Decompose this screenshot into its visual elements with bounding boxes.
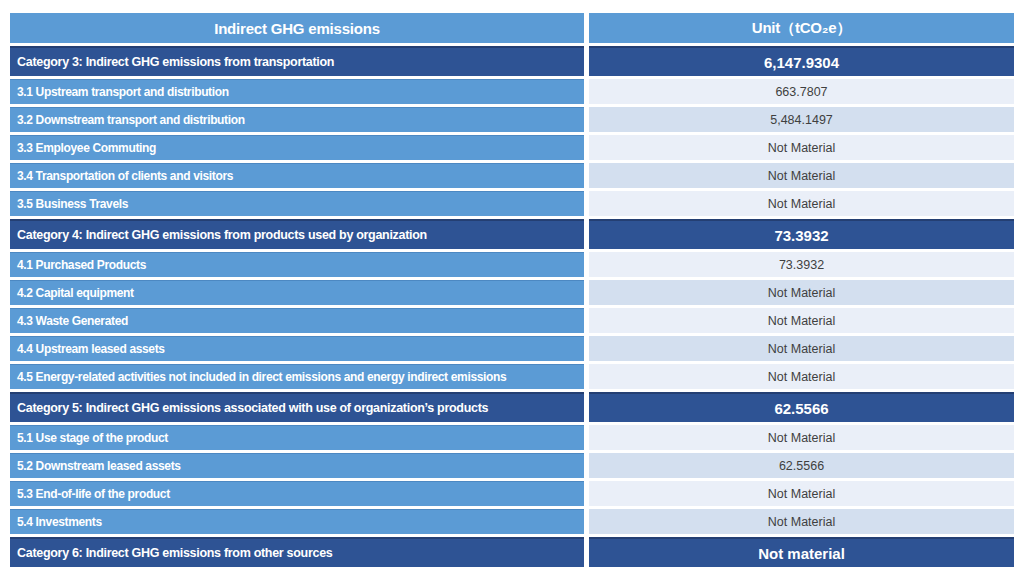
table-row-sub: 5.2 Downstream leased assets 62.5566 bbox=[10, 453, 1014, 478]
row-value: Not Material bbox=[589, 425, 1014, 450]
row-value: Not Material bbox=[589, 481, 1014, 506]
row-label: 4.4 Upstream leased assets bbox=[10, 336, 584, 361]
row-label: 5.1 Use stage of the product bbox=[10, 425, 584, 450]
table-header-unit: Unit（tCO₂e） bbox=[589, 13, 1014, 43]
row-label: 5.3 End-of-life of the product bbox=[10, 481, 584, 506]
row-label: 4.1 Purchased Products bbox=[10, 252, 584, 277]
table-row-sub: 4.2 Capital equipment Not Material bbox=[10, 280, 1014, 305]
table-row-sub: 3.2 Downstream transport and distributio… bbox=[10, 107, 1014, 132]
row-label: Category 5: Indirect GHG emissions assoc… bbox=[10, 392, 584, 422]
table-row-sub: 5.4 Investments Not Material bbox=[10, 509, 1014, 534]
row-value: Not Material bbox=[589, 308, 1014, 333]
row-label: Category 3: Indirect GHG emissions from … bbox=[10, 46, 584, 76]
row-value: 62.5566 bbox=[589, 392, 1014, 422]
row-value: Not Material bbox=[589, 509, 1014, 534]
table-row-category: Category 6: Indirect GHG emissions from … bbox=[10, 537, 1014, 567]
row-label: Category 4: Indirect GHG emissions from … bbox=[10, 219, 584, 249]
row-label: 4.2 Capital equipment bbox=[10, 280, 584, 305]
table-header-row: Indirect GHG emissions Unit（tCO₂e） bbox=[10, 13, 1014, 43]
row-label: Category 6: Indirect GHG emissions from … bbox=[10, 537, 584, 567]
table-row-sub: 3.5 Business Travels Not Material bbox=[10, 191, 1014, 216]
table-row-sub: 3.4 Transportation of clients and visito… bbox=[10, 163, 1014, 188]
table-row-sub: 4.1 Purchased Products 73.3932 bbox=[10, 252, 1014, 277]
row-value: Not Material bbox=[589, 336, 1014, 361]
row-label: 4.5 Energy-related activities not includ… bbox=[10, 364, 584, 389]
row-label: 3.3 Employee Commuting bbox=[10, 135, 584, 160]
row-value: Not Material bbox=[589, 163, 1014, 188]
table-row-sub: 4.4 Upstream leased assets Not Material bbox=[10, 336, 1014, 361]
row-value: Not Material bbox=[589, 135, 1014, 160]
row-value: 73.3932 bbox=[589, 252, 1014, 277]
row-value: 5,484.1497 bbox=[589, 107, 1014, 132]
table-row-sub: 3.3 Employee Commuting Not Material bbox=[10, 135, 1014, 160]
table-row-sub: 4.5 Energy-related activities not includ… bbox=[10, 364, 1014, 389]
row-label: 3.1 Upstream transport and distribution bbox=[10, 79, 584, 104]
row-label: 3.5 Business Travels bbox=[10, 191, 584, 216]
table-row-category: Category 4: Indirect GHG emissions from … bbox=[10, 219, 1014, 249]
table-row-sub: 5.1 Use stage of the product Not Materia… bbox=[10, 425, 1014, 450]
table-row-category: Category 5: Indirect GHG emissions assoc… bbox=[10, 392, 1014, 422]
row-value: 62.5566 bbox=[589, 453, 1014, 478]
row-label: 5.4 Investments bbox=[10, 509, 584, 534]
table-row-sub: 4.3 Waste Generated Not Material bbox=[10, 308, 1014, 333]
row-value: Not Material bbox=[589, 191, 1014, 216]
ghg-emissions-table: Indirect GHG emissions Unit（tCO₂e） Categ… bbox=[10, 13, 1014, 567]
row-label: 3.2 Downstream transport and distributio… bbox=[10, 107, 584, 132]
table-row-sub: 3.1 Upstream transport and distribution … bbox=[10, 79, 1014, 104]
row-label: 5.2 Downstream leased assets bbox=[10, 453, 584, 478]
row-value: Not Material bbox=[589, 280, 1014, 305]
row-value: Not material bbox=[589, 537, 1014, 567]
row-value: Not Material bbox=[589, 364, 1014, 389]
row-value: 73.3932 bbox=[589, 219, 1014, 249]
row-value: 6,147.9304 bbox=[589, 46, 1014, 76]
row-label: 3.4 Transportation of clients and visito… bbox=[10, 163, 584, 188]
row-label: 4.3 Waste Generated bbox=[10, 308, 584, 333]
row-value: 663.7807 bbox=[589, 79, 1014, 104]
table-row-category: Category 3: Indirect GHG emissions from … bbox=[10, 46, 1014, 76]
table-row-sub: 5.3 End-of-life of the product Not Mater… bbox=[10, 481, 1014, 506]
table-header-title: Indirect GHG emissions bbox=[10, 13, 584, 43]
